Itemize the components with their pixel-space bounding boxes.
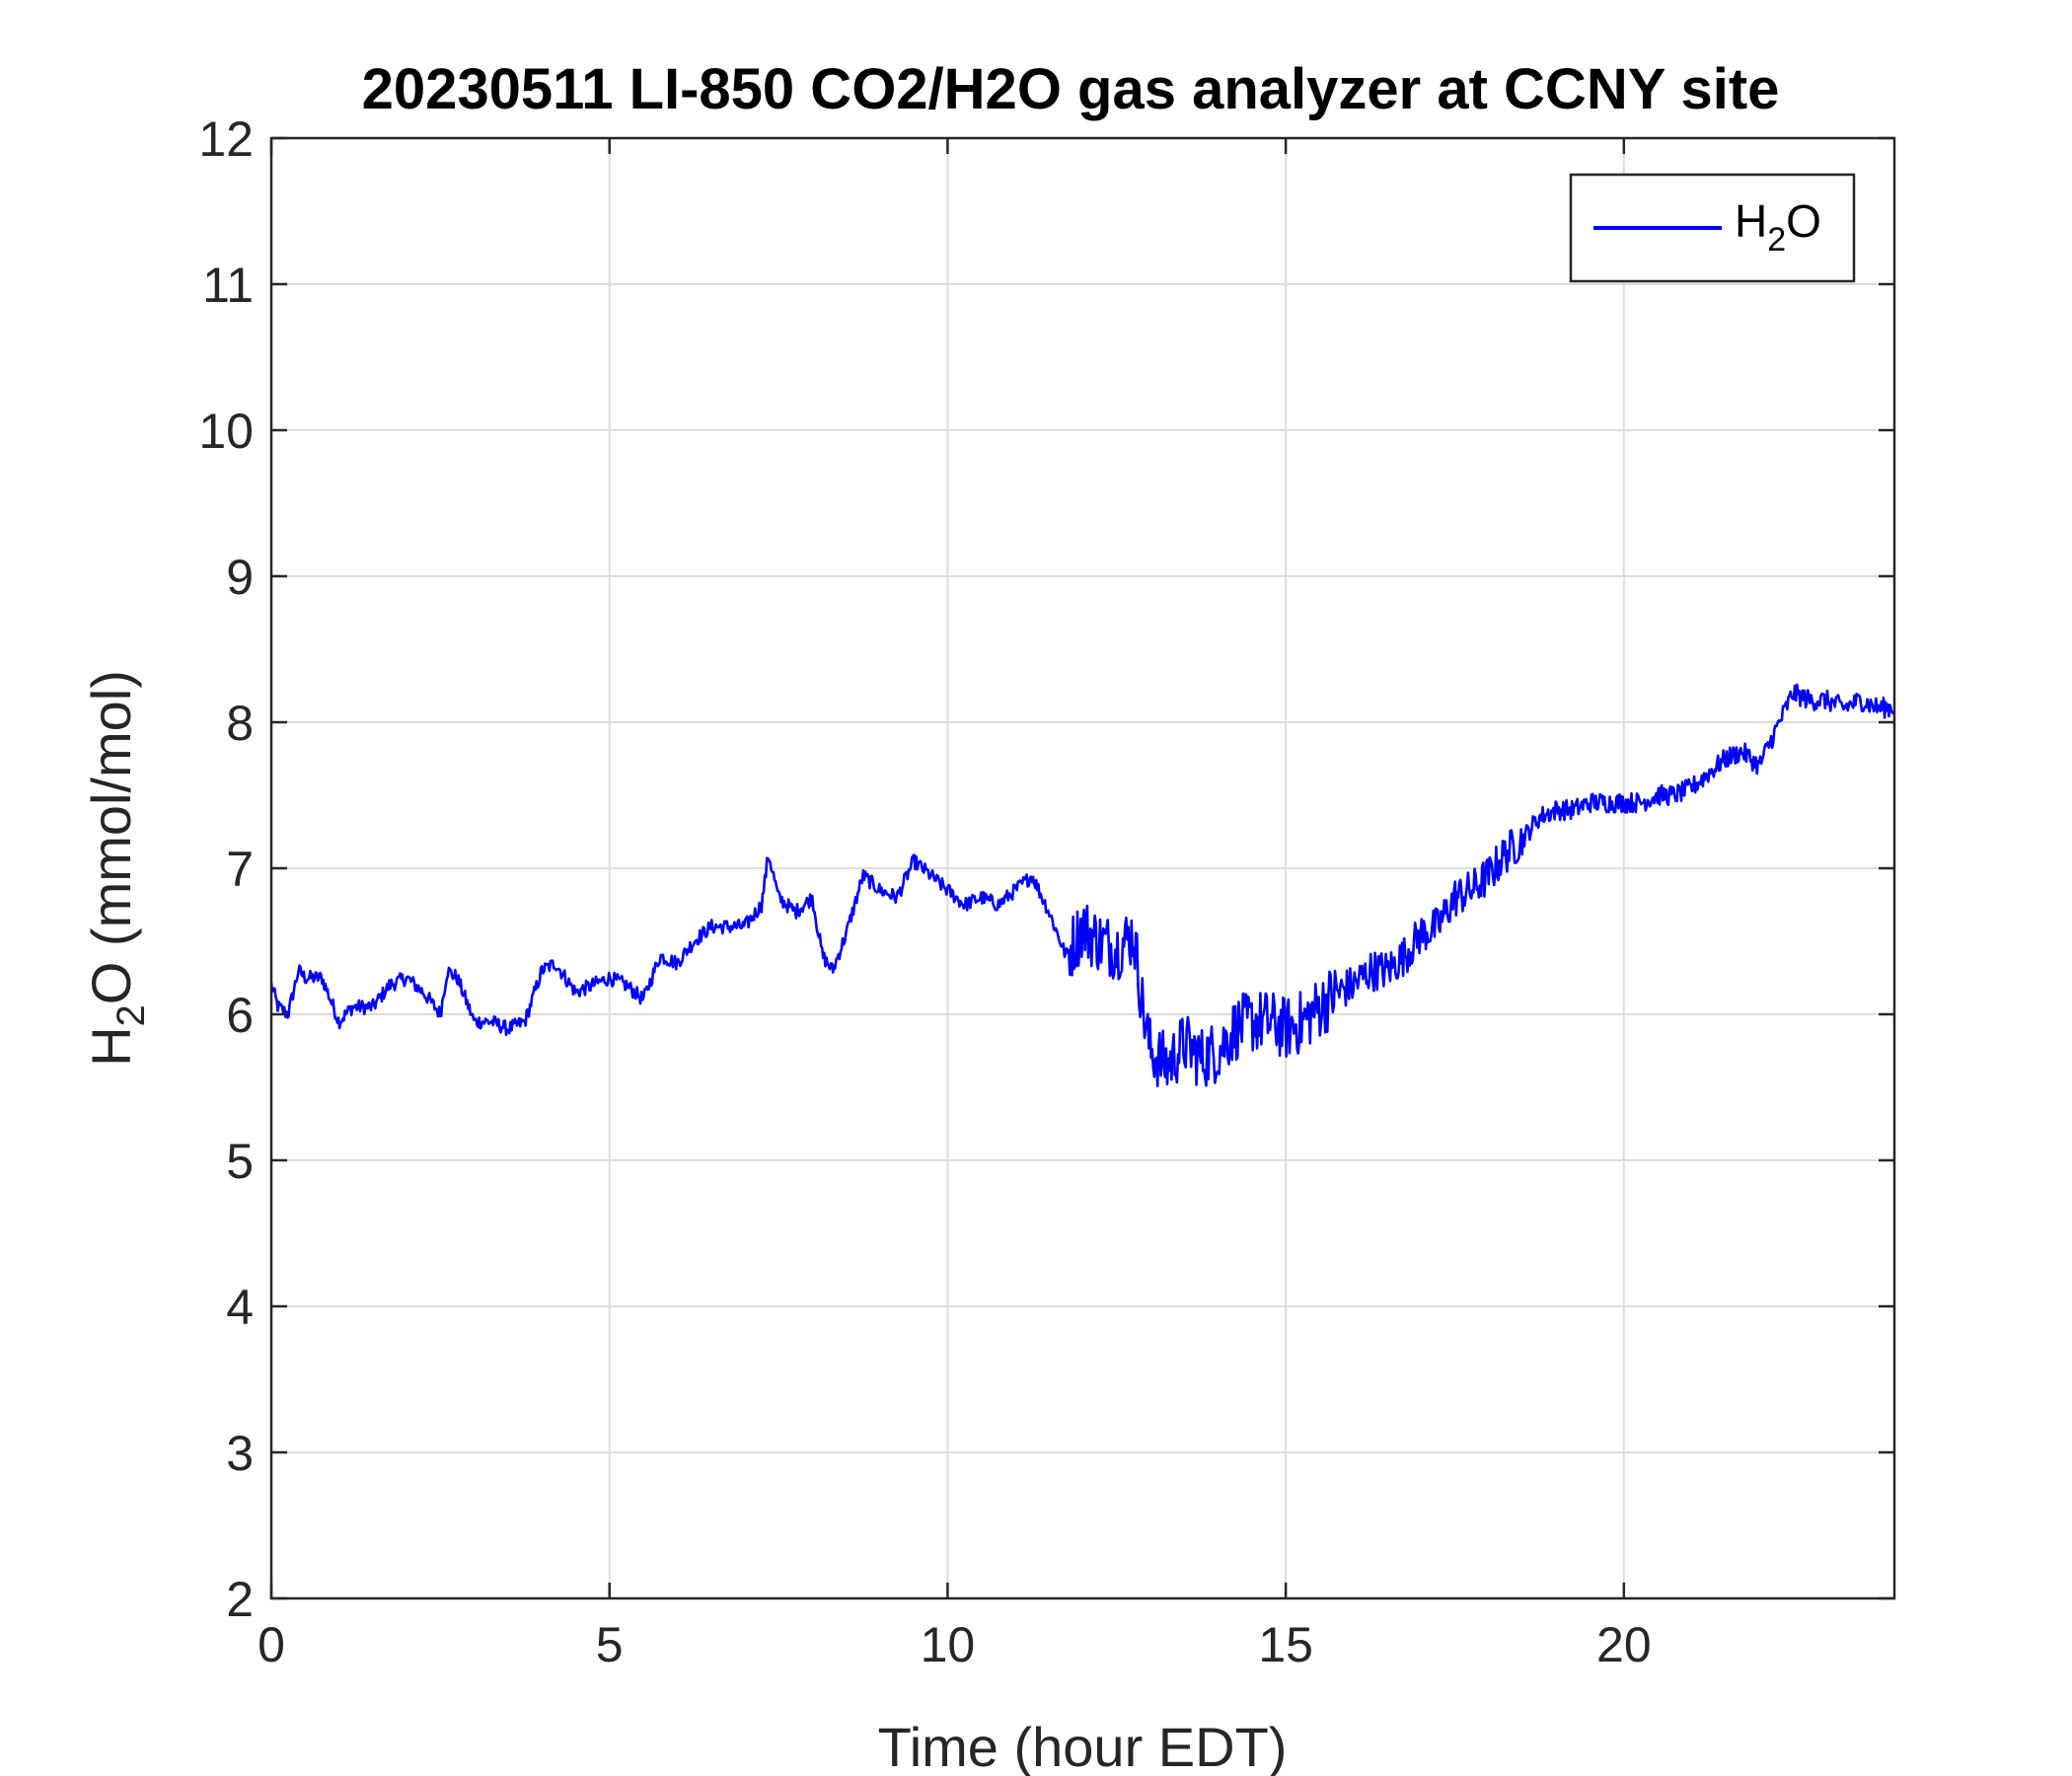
x-tick-label: 15 bbox=[1258, 1617, 1313, 1672]
y-tick-label: 7 bbox=[226, 842, 254, 897]
y-tick-label: 12 bbox=[198, 111, 254, 167]
y-tick-label: 9 bbox=[226, 550, 254, 605]
y-axis-label: H2O (mmol/mol) bbox=[80, 670, 153, 1067]
y-axis-label-rest: O (mmol/mol) bbox=[80, 670, 142, 1004]
legend-label-sub: 2 bbox=[1767, 221, 1786, 259]
chart-title: 20230511 LI-850 CO2/H2O gas analyzer at … bbox=[362, 57, 1780, 121]
legend: H2O bbox=[1569, 173, 1856, 283]
y-tick-label: 6 bbox=[226, 988, 254, 1043]
y-axis-label-main: H bbox=[80, 1026, 142, 1066]
legend-label-main: H bbox=[1735, 195, 1767, 247]
x-tick-label: 10 bbox=[921, 1617, 976, 1672]
y-axis-label-sub: 2 bbox=[110, 1004, 153, 1026]
x-tick-label: 20 bbox=[1596, 1617, 1652, 1672]
h2o-series-line bbox=[269, 683, 1895, 1087]
y-tick-label: 8 bbox=[226, 696, 254, 751]
y-tick-label: 4 bbox=[226, 1280, 254, 1335]
series-layer bbox=[269, 683, 1895, 1087]
y-tick-label: 10 bbox=[198, 404, 254, 459]
x-tick-label: 5 bbox=[596, 1617, 624, 1672]
legend-label: H2O bbox=[1735, 195, 1821, 259]
y-tick-label: 3 bbox=[226, 1426, 254, 1481]
y-tick-label: 5 bbox=[226, 1134, 254, 1189]
legend-label-rest: O bbox=[1786, 195, 1821, 247]
y-tick-label: 11 bbox=[202, 258, 254, 313]
y-tick-label: 2 bbox=[226, 1572, 254, 1627]
x-axis-label: Time (hour EDT) bbox=[878, 1716, 1288, 1776]
x-tick-label: 0 bbox=[258, 1617, 285, 1672]
axis-ticks: 0 5 10 15 20 2 3 4 5 6 7 8 9 10 11 12 bbox=[198, 111, 1894, 1672]
